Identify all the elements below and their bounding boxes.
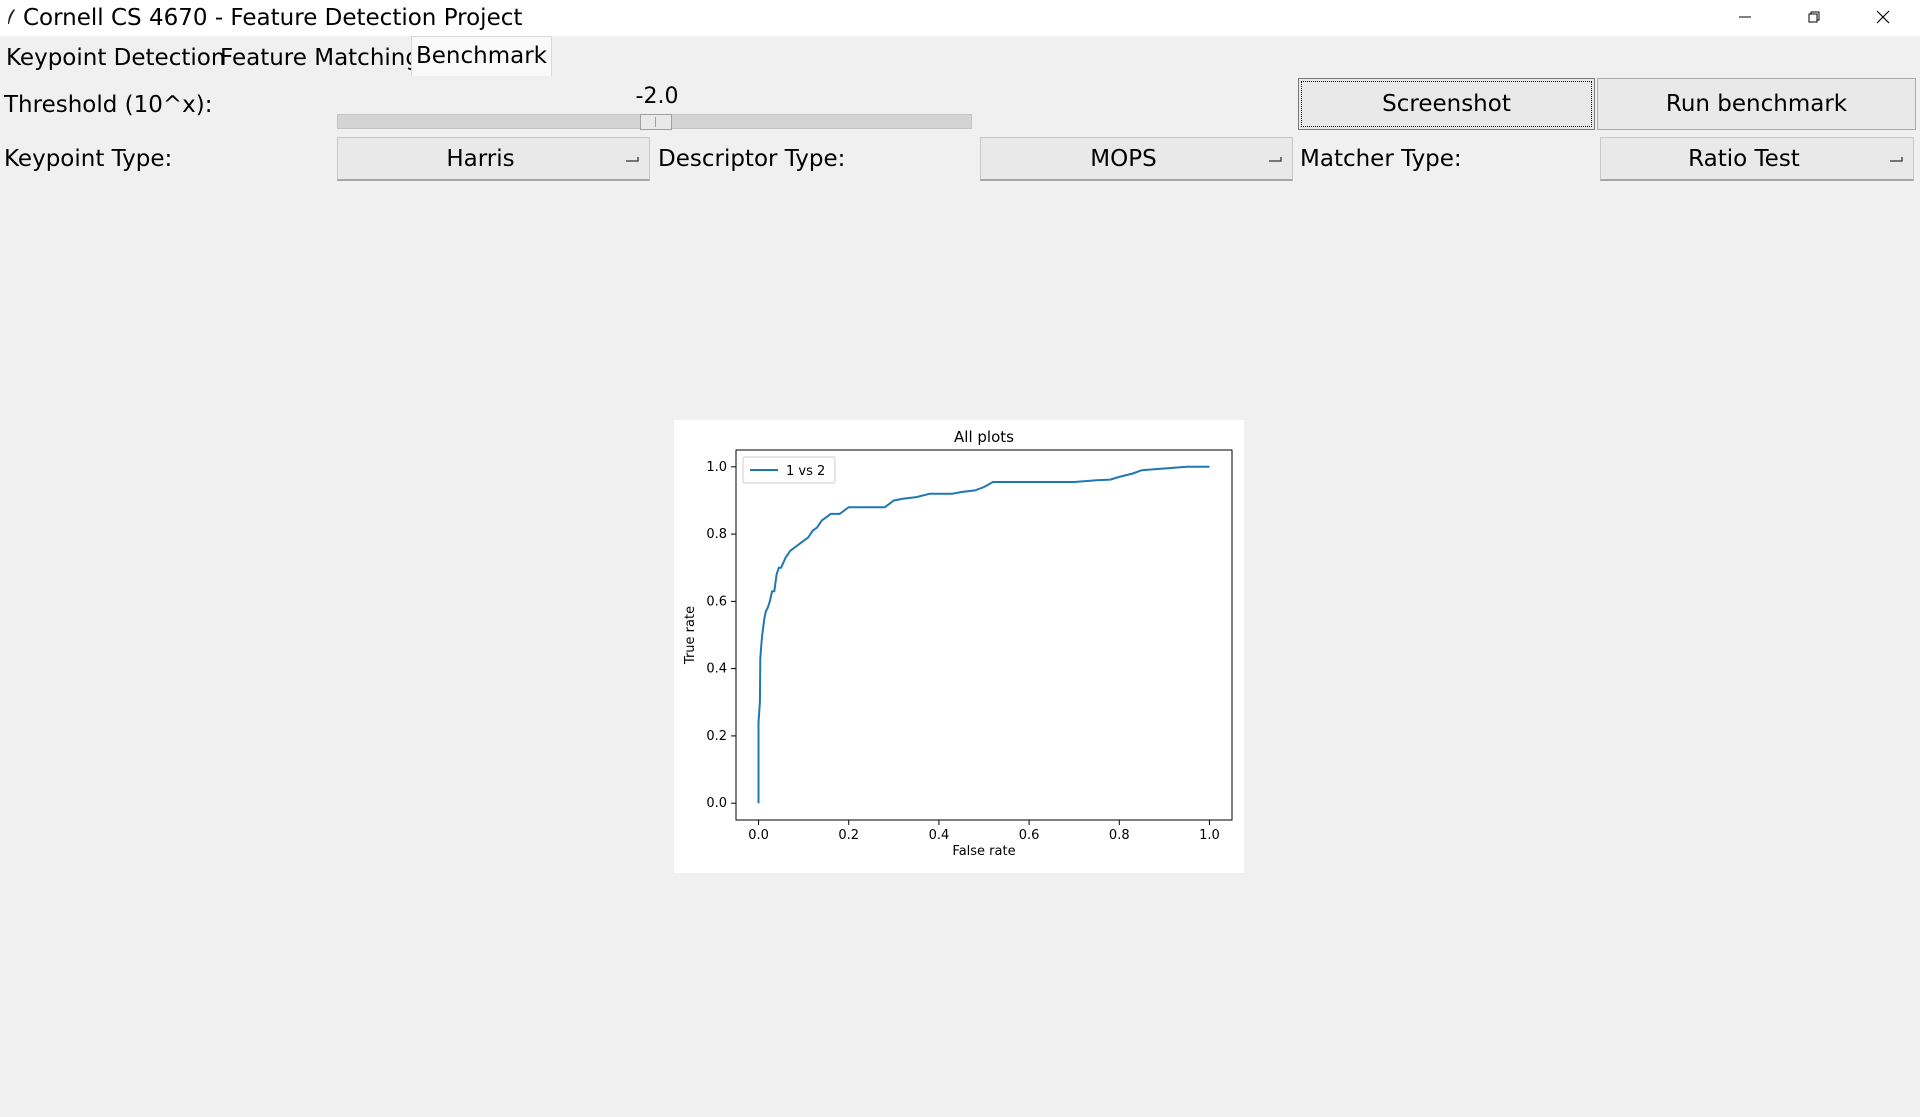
descriptor-type-value: MOPS bbox=[1090, 146, 1157, 172]
y-tick-label: 1.0 bbox=[706, 460, 727, 475]
y-tick-label: 0.0 bbox=[706, 796, 727, 811]
close-icon bbox=[1876, 10, 1890, 24]
threshold-value: -2.0 bbox=[635, 84, 679, 109]
matcher-type-select[interactable]: Ratio Test bbox=[1600, 137, 1914, 181]
y-tick-label: 0.2 bbox=[706, 729, 727, 744]
minimize-icon bbox=[1739, 16, 1751, 18]
tab-keypoint-detection[interactable]: Keypoint Detection bbox=[6, 45, 226, 71]
descriptor-type-label: Descriptor Type: bbox=[658, 146, 846, 172]
threshold-slider-handle[interactable] bbox=[640, 114, 672, 130]
run-benchmark-button[interactable]: Run benchmark bbox=[1597, 78, 1916, 130]
keypoint-type-value: Harris bbox=[446, 146, 515, 172]
plot-area bbox=[735, 449, 1233, 821]
series-line-1-vs-2 bbox=[757, 465, 1210, 804]
close-button[interactable] bbox=[1848, 0, 1918, 34]
tab-benchmark[interactable]: Benchmark bbox=[411, 36, 553, 76]
minimize-button[interactable] bbox=[1710, 0, 1780, 34]
x-tick-label: 0.4 bbox=[929, 828, 950, 843]
x-tick-label: 0.6 bbox=[1019, 828, 1040, 843]
keypoint-type-label: Keypoint Type: bbox=[4, 146, 173, 172]
dropdown-indicator-icon bbox=[1890, 157, 1903, 162]
matcher-type-value: Ratio Test bbox=[1688, 146, 1800, 172]
keypoint-type-select[interactable]: Harris bbox=[337, 137, 650, 181]
x-tick-label: 0.0 bbox=[748, 828, 769, 843]
matcher-type-label: Matcher Type: bbox=[1300, 146, 1462, 172]
chart-title: All plots bbox=[954, 428, 1014, 446]
x-tick-label: 1.0 bbox=[1199, 828, 1220, 843]
x-tick-label: 0.2 bbox=[838, 828, 859, 843]
y-axis-label: True rate bbox=[683, 606, 698, 665]
legend-label: 1 vs 2 bbox=[786, 464, 825, 479]
tab-bar: Keypoint Detection Feature Matching Benc… bbox=[0, 36, 1920, 76]
roc-chart: All plots False rate True rate 0.0 0.2 0.4… bbox=[683, 428, 1233, 859]
restore-icon bbox=[1808, 11, 1820, 23]
tab-feature-matching[interactable]: Feature Matching bbox=[220, 45, 420, 71]
title-bar: Cornell CS 4670 - Feature Detection Proj… bbox=[0, 0, 1920, 36]
y-tick-label: 0.6 bbox=[706, 594, 727, 609]
threshold-label: Threshold (10^x): bbox=[4, 92, 213, 118]
x-tick-label: 0.8 bbox=[1109, 828, 1130, 843]
feather-icon bbox=[8, 9, 15, 24]
screenshot-button[interactable]: Screenshot bbox=[1298, 78, 1595, 130]
restore-button[interactable] bbox=[1779, 0, 1849, 34]
descriptor-type-select[interactable]: MOPS bbox=[980, 137, 1293, 181]
x-axis-label: False rate bbox=[952, 844, 1015, 859]
dropdown-indicator-icon bbox=[626, 157, 639, 162]
dropdown-indicator-icon bbox=[1269, 157, 1282, 162]
window-title: Cornell CS 4670 - Feature Detection Proj… bbox=[23, 5, 523, 31]
y-tick-label: 0.4 bbox=[706, 662, 727, 677]
y-tick-label: 0.8 bbox=[706, 527, 727, 542]
legend: 1 vs 2 bbox=[742, 456, 836, 484]
benchmark-plot: All plots False rate True rate 0.0 0.2 0.4… bbox=[674, 420, 1244, 873]
